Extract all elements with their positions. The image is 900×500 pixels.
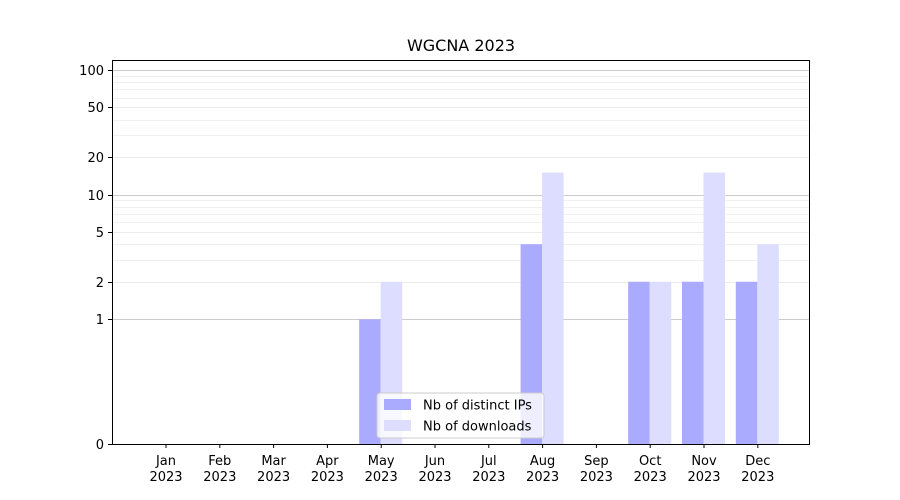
- x-axis: Jan2023Feb2023Mar2023Apr2023May2023Jun20…: [149, 444, 774, 485]
- chart-title: WGCNA 2023: [407, 36, 515, 55]
- x-tick-label-month: Jan: [155, 454, 176, 469]
- x-tick-label-year: 2023: [418, 470, 451, 485]
- bar-downloads: [649, 281, 672, 444]
- bar-downloads: [703, 172, 725, 444]
- x-tick-label-month: Oct: [639, 454, 661, 469]
- x-tick-label-month: Nov: [691, 454, 717, 469]
- legend-swatch: [384, 420, 411, 431]
- legend-swatch: [384, 399, 411, 410]
- x-tick-label-month: Sep: [584, 454, 609, 469]
- x-tick-label-month: Dec: [745, 454, 770, 469]
- legend-label: Nb of downloads: [423, 420, 532, 435]
- grid-lines: [112, 70, 809, 320]
- y-axis: 0 1 2 5 10 20 50 100: [79, 64, 112, 453]
- bar-distinct-ips: [359, 319, 381, 444]
- x-tick-label-year: 2023: [149, 470, 182, 485]
- x-tick-label-year: 2023: [580, 470, 613, 485]
- y-tick-label: 5: [96, 226, 104, 241]
- x-tick-label-month: Jun: [424, 454, 445, 469]
- x-tick-label-month: Aug: [530, 454, 555, 469]
- legend: Nb of distinct IPs Nb of downloads: [376, 392, 545, 439]
- bar-distinct-ips: [682, 281, 704, 444]
- bar-downloads: [542, 172, 564, 444]
- y-tick-label: 100: [79, 64, 104, 79]
- x-tick-label-year: 2023: [634, 470, 667, 485]
- bar-downloads: [757, 244, 779, 444]
- plot-frame: [112, 60, 810, 445]
- y-tick-label: 10: [87, 189, 104, 204]
- x-tick-label-year: 2023: [365, 470, 398, 485]
- y-tick-label: 20: [87, 151, 104, 166]
- x-tick-label-year: 2023: [311, 470, 344, 485]
- x-tick-label-year: 2023: [741, 470, 774, 485]
- y-tick-label: 2: [96, 276, 104, 291]
- x-tick-label-month: May: [368, 454, 395, 469]
- x-tick-label-month: Jul: [480, 454, 497, 469]
- x-tick-label-year: 2023: [257, 470, 290, 485]
- bar-distinct-ips: [628, 281, 650, 444]
- x-tick-label-year: 2023: [472, 470, 505, 485]
- x-tick-label-month: Mar: [261, 454, 286, 469]
- legend-label: Nb of distinct IPs: [423, 399, 532, 414]
- y-tick-label: 50: [87, 101, 104, 116]
- y-tick-label: 1: [96, 313, 104, 328]
- x-tick-label-year: 2023: [687, 470, 720, 485]
- x-tick-label-year: 2023: [526, 470, 559, 485]
- x-tick-label-month: Apr: [316, 454, 339, 469]
- x-tick-label-year: 2023: [203, 470, 236, 485]
- x-tick-label-month: Feb: [208, 454, 231, 469]
- y-tick-label: 0: [96, 438, 104, 453]
- bar-distinct-ips: [735, 281, 758, 444]
- legend-box: [376, 392, 545, 439]
